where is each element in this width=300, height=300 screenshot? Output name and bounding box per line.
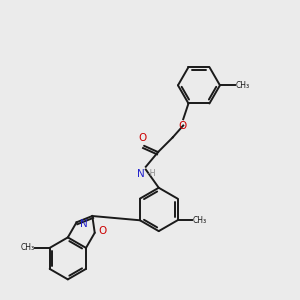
Text: N: N xyxy=(137,169,144,178)
Text: O: O xyxy=(178,121,187,131)
Text: CH₃: CH₃ xyxy=(235,81,249,90)
Text: O: O xyxy=(98,226,106,236)
Text: O: O xyxy=(138,133,146,143)
Text: CH₃: CH₃ xyxy=(193,216,207,225)
Text: -H: -H xyxy=(147,169,156,178)
Text: CH₃: CH₃ xyxy=(20,243,34,252)
Text: N: N xyxy=(80,219,88,229)
